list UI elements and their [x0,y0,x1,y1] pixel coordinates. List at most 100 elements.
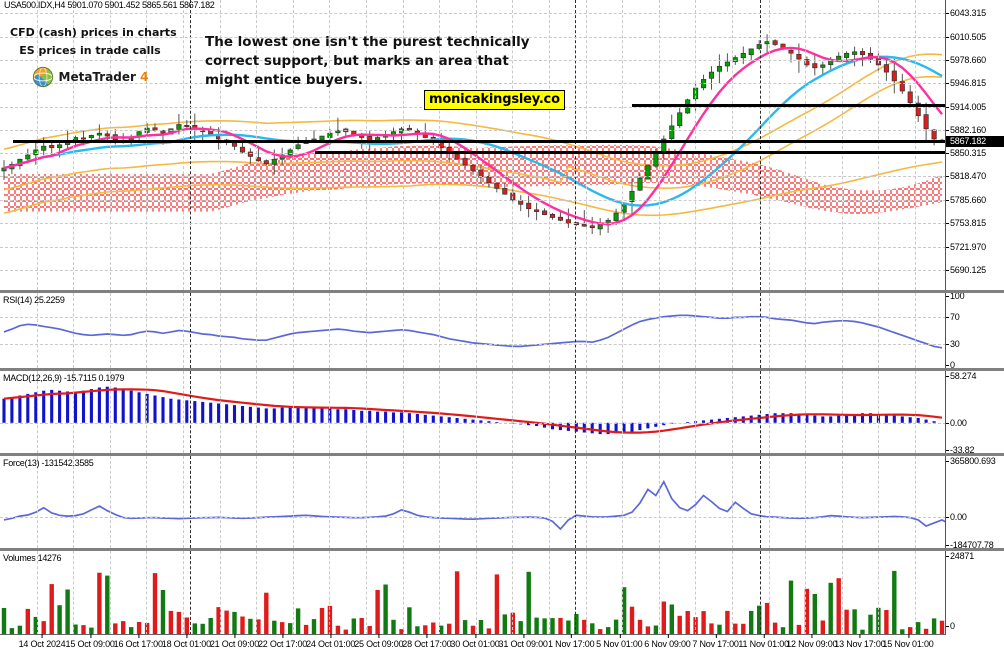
grid-line-v [769,551,770,635]
volume-bars-svg [1,570,945,634]
force-line-svg [3,479,946,531]
grid-line-v [695,293,696,368]
price-tick: 5753.815 [946,218,986,229]
grid-line-v [439,456,440,548]
grid-line-v [403,293,404,368]
grid-line-v [915,371,916,453]
price-tick: 6010.505 [946,31,986,42]
rsi-axis: 100 70 30 0 [945,293,1004,368]
grid-line-v [37,371,38,453]
grid-line-v [329,456,330,548]
grid-line-v [769,456,770,548]
grid-line-v [549,456,550,548]
grid-line-v [586,456,587,548]
grid-line-v [586,293,587,368]
grid-line-h [0,83,946,85]
grid-line-v [329,551,330,635]
time-axis-tick: 14 Oct 2024 [18,634,66,649]
grid-line-v [476,456,477,548]
grid-line-h [0,422,946,424]
grid-line-v [512,456,513,548]
grid-line-v [476,371,477,453]
grid-line-v [915,456,916,548]
macd-plot-area[interactable] [0,371,946,453]
grid-line-v-major [575,293,576,368]
macd-tick: 0.00 [946,417,967,428]
force-plot-area[interactable] [0,456,946,548]
volumes-plot-area[interactable] [0,551,946,635]
grid-line-v-major [190,0,191,290]
grid-line-v [183,0,184,290]
grid-line-v [439,551,440,635]
rsi-tick: 30 [946,339,960,350]
grid-line-v [293,371,294,453]
force-index-panel[interactable]: 365800.693 0.00 -184707.78 Force(13) -1315… [0,456,1004,548]
upper-resistance[interactable] [632,104,952,107]
volumes-tick: 0 [946,621,955,631]
rsi-tick: 0 [946,360,955,368]
grid-line-v [73,371,74,453]
grid-line-v [183,371,184,453]
price-tick: 5882.160 [946,125,986,136]
grid-line-h [0,516,946,518]
grid-line-v [256,371,257,453]
mid-support[interactable] [13,140,952,143]
grid-line-v [220,456,221,548]
grid-line-v [329,0,330,290]
grid-line-v-major [760,371,761,453]
grid-line-v [146,371,147,453]
grid-line-v [732,456,733,548]
grid-line-v-major [575,0,576,290]
panel-divider-4 [0,548,1004,551]
rsi-panel[interactable]: 100 70 30 0 RSI(14) 25.2259 [0,293,1004,368]
price-tick: 5785.660 [946,195,986,206]
lower-support[interactable] [315,151,952,154]
macd-panel[interactable]: 58.274 0.00 -33.82 MACD(12,26,9) -15.7115 … [0,371,1004,453]
time-axis-tick: 7 Nov 17:00 [692,634,739,649]
grid-line-v-major [575,551,576,635]
price-tick: 5721.970 [946,241,986,252]
grid-line-v [37,293,38,368]
grid-line-v [695,551,696,635]
grid-line-v [732,0,733,290]
grid-line-v [37,0,38,290]
grid-line-h [0,13,946,15]
grid-line-v [293,551,294,635]
grid-line-v [37,456,38,548]
grid-line-v-major [190,371,191,453]
grid-line-v [73,551,74,635]
grid-line-v [549,293,550,368]
volumes-panel[interactable]: 24871 0 Volumes 14276 [0,551,1004,635]
grid-line-v [805,293,806,368]
time-axis-tick: 31 Oct 09:00 [498,634,548,649]
grid-line-v [512,0,513,290]
grid-line-v [256,551,257,635]
grid-line-v [293,0,294,290]
brand-line-2: ES prices in trade calls [19,44,161,57]
grid-line-v [805,0,806,290]
time-axis-tick: 28 Oct 17:00 [402,634,452,649]
grid-line-v [403,456,404,548]
rsi-plot-area[interactable] [0,293,946,368]
macd-tick: 58.274 [945,371,977,381]
grid-line-v [732,293,733,368]
metatrader-version: 4 [140,70,149,84]
macd-histogram-svg [2,386,943,435]
grid-line-v [622,456,623,548]
grid-line-v [586,551,587,635]
grid-line-v [220,371,221,453]
grid-line-v [476,551,477,635]
brand-block: CFD (cash) prices in charts ES prices in… [10,24,177,88]
grid-line-v [366,456,367,548]
metatrader-wordmark: MetaTrader 4 [59,70,149,84]
force-label: Force(13) -131542.3585 [3,458,94,468]
grid-line-v [878,0,879,290]
grid-line-v [110,371,111,453]
panel-divider-3 [0,453,1004,456]
grid-line-v [73,456,74,548]
macd-axis: 58.274 0.00 -33.82 [945,371,1004,453]
chart-annotation: The lowest one isn't the purest technica… [205,33,530,90]
grid-line-v [329,371,330,453]
current-price-tag: 5867.182 [946,136,1004,148]
grid-line-v [110,551,111,635]
